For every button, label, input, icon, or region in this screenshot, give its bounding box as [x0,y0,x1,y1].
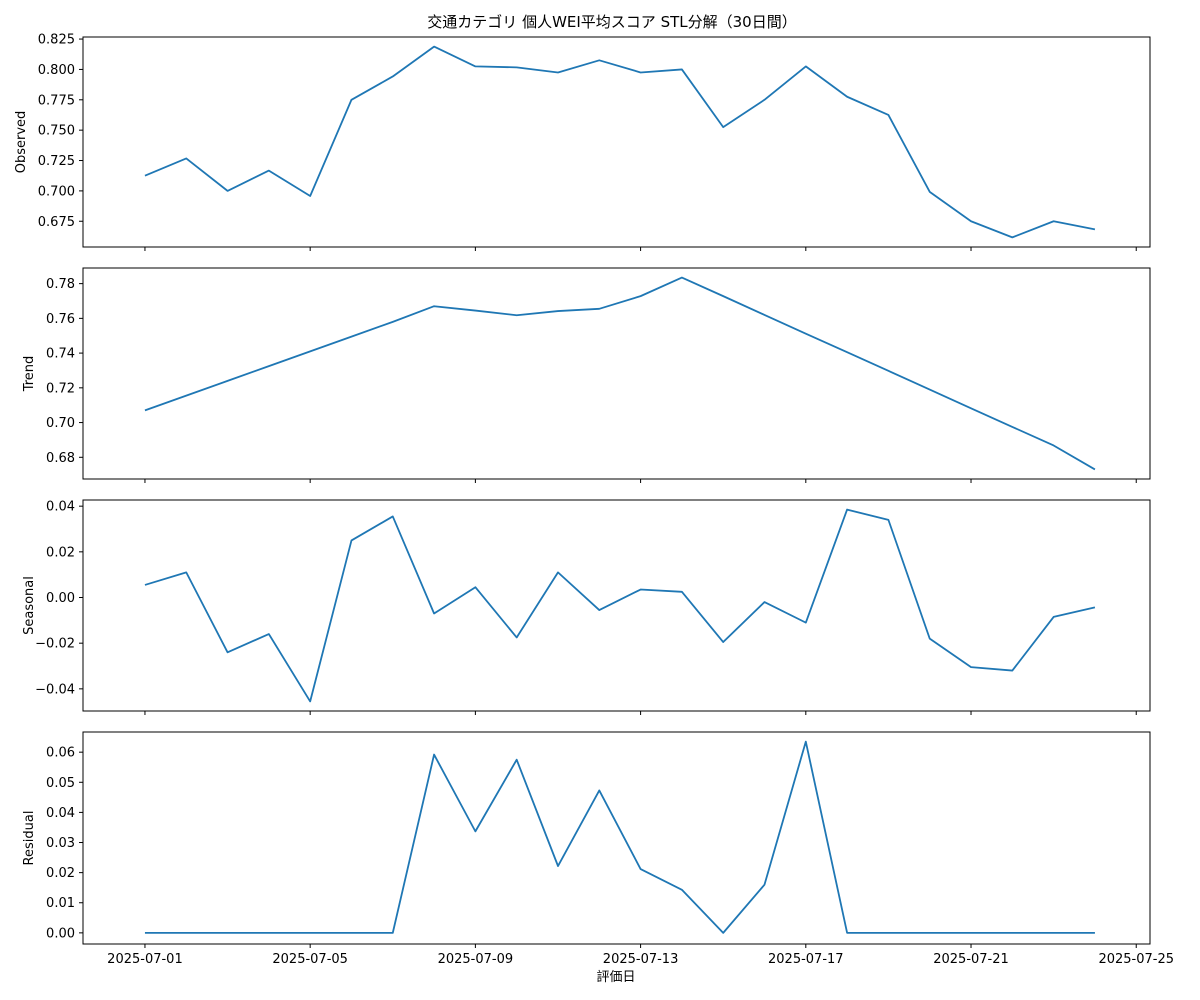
y-tick-label: 0.03 [46,836,75,851]
y-tick-label: −0.04 [35,682,75,697]
x-tick-label: 2025-07-25 [1098,952,1174,967]
series-line-seasonal [144,508,1096,703]
y-tick-label: 0.725 [38,154,75,169]
y-tick-label: 0.775 [38,93,75,108]
y-tick-label: 0.675 [38,215,75,230]
y-tick-label: 0.04 [46,806,75,821]
y-tick-label: 0.05 [46,776,75,791]
y-tick-label: 0.825 [38,33,75,48]
panel-seasonal: −0.04 −0.02 0.00 0.02 0.04 Seasonal [22,499,1151,715]
x-tick-label: 2025-07-13 [603,952,679,967]
series-line-residual [144,740,1095,934]
y-tick-label: 0.02 [46,545,75,560]
y-tick-label: 0.06 [46,746,75,761]
x-tick-label: 2025-07-09 [438,952,514,967]
series-line-observed [144,45,1096,239]
y-tick-label: −0.02 [35,637,75,652]
axes-frame [82,267,1151,480]
x-tick-label: 2025-07-01 [107,952,183,967]
series-line-trend [144,276,1096,471]
y-tick-label: 0.750 [38,124,75,139]
y-tick-label: 0.04 [46,500,75,515]
axes-frame [82,36,1151,248]
x-tick-label: 2025-07-17 [768,952,844,967]
y-axis-label: Residual [22,811,37,866]
x-tick-label: 2025-07-21 [933,952,1009,967]
y-tick-label: 0.74 [46,347,75,362]
y-axis-label: Seasonal [22,576,37,635]
y-axis-label: Trend [22,356,37,393]
y-tick-label: 0.00 [46,591,75,606]
y-tick-label: 0.800 [38,63,75,78]
y-axis-label: Observed [14,111,29,174]
y-tick-label: 0.01 [46,896,75,911]
axes-frame [82,731,1151,945]
x-axis-label: 評価日 [596,970,635,985]
y-tick-label: 0.78 [46,277,75,292]
panel-observed: 0.675 0.700 0.725 0.750 0.775 0.800 0.825 Obser… [14,33,1151,251]
y-tick-label: 0.00 [46,926,75,941]
y-tick-label: 0.70 [46,416,75,431]
panel-trend: 0.68 0.70 0.72 0.74 0.76 0.78 Trend [22,267,1151,483]
y-tick-label: 0.02 [46,866,75,881]
panels-group: 0.675 0.700 0.725 0.750 0.775 0.800 0.825 Obser… [14,33,1174,967]
y-tick-label: 0.68 [46,451,75,466]
panel-residual: 0.00 0.01 0.02 0.03 0.04 0.05 0.06 2025-07-01 20… [22,731,1174,967]
y-tick-label: 0.76 [46,312,75,327]
figure-title: 交通カテゴリ 個人WEI平均スコア STL分解（30日間） [427,13,796,31]
y-tick-label: 0.72 [46,381,75,396]
axes-frame [82,499,1151,712]
y-tick-label: 0.700 [38,184,75,199]
x-tick-label: 2025-07-05 [272,952,348,967]
